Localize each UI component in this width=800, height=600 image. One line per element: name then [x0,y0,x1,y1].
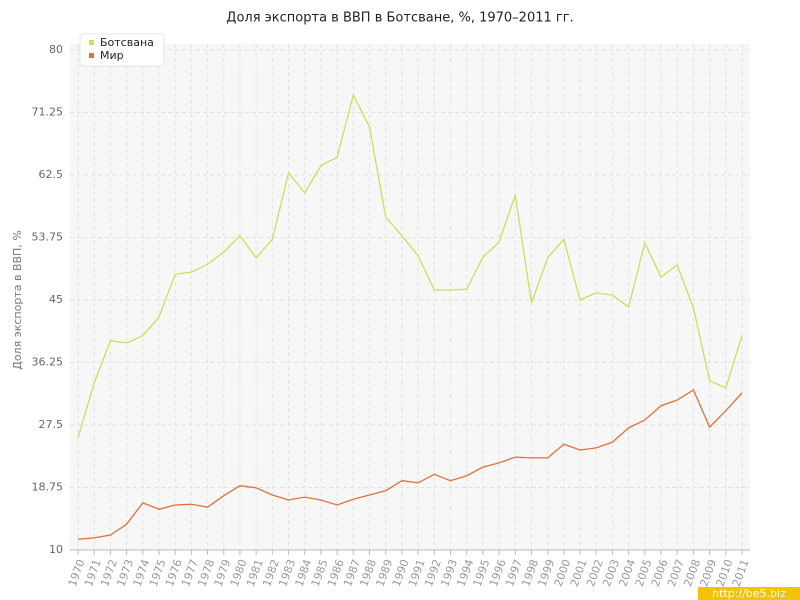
watermark: http://be5.biz [712,587,786,600]
series-line [77,93,743,439]
series-line [77,389,743,540]
plot-background [70,44,750,550]
y-tick-label: 62.5 [39,168,64,181]
legend-box [79,33,165,67]
legend-swatch [89,40,94,45]
chart-title: Доля экспорта в ВВП в Ботсване, %, 1970–… [226,11,573,26]
y-tick-label: 71.25 [32,106,64,119]
y-tick-label: 10 [49,543,63,556]
y-tick-label: 18.75 [32,481,64,494]
legend-label: Мир [100,49,124,62]
y-tick-label: 53.75 [32,231,64,244]
y-tick-label: 45 [49,293,63,306]
watermark-background [698,587,800,600]
y-tick-label: 80 [49,43,63,56]
legend-label: Ботсвана [100,36,154,49]
legend-swatch [89,53,94,58]
y-tick-label: 36.25 [32,356,64,369]
y-tick-label: 27.5 [39,418,64,431]
y-axis-label: Доля экспорта в ВВП, % [11,230,24,370]
